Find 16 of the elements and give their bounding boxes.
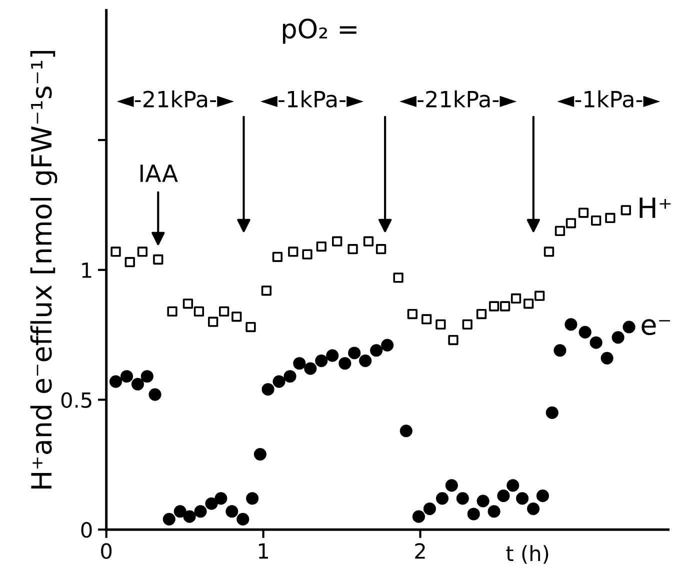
x-tick-label: 2 bbox=[415, 543, 425, 559]
y-axis-title: H⁺and e⁻efflux [nmol gFW⁻¹s⁻¹] bbox=[30, 50, 58, 488]
annotation: ◄-21kPa-► bbox=[116, 90, 234, 108]
series-label: H⁺ bbox=[640, 198, 671, 218]
annotation: ◄-1kPa-► bbox=[260, 90, 364, 108]
y-tick-label: 1 bbox=[82, 262, 92, 278]
annotation: pO₂ = bbox=[282, 18, 356, 44]
annotation: IAA bbox=[140, 164, 178, 182]
x-axis-title: t (h) bbox=[506, 545, 548, 564]
y-tick-label: 0.5 bbox=[61, 392, 92, 408]
x-tick-label: 0 bbox=[101, 543, 112, 559]
annotation: ◄-21kPa-► bbox=[399, 90, 517, 108]
y-tick-label: 0 bbox=[81, 522, 92, 538]
series-label: e⁻ bbox=[642, 319, 670, 336]
annotation: ◄-1kPa-► bbox=[557, 90, 660, 108]
x-tick-label: 1 bbox=[258, 543, 268, 559]
